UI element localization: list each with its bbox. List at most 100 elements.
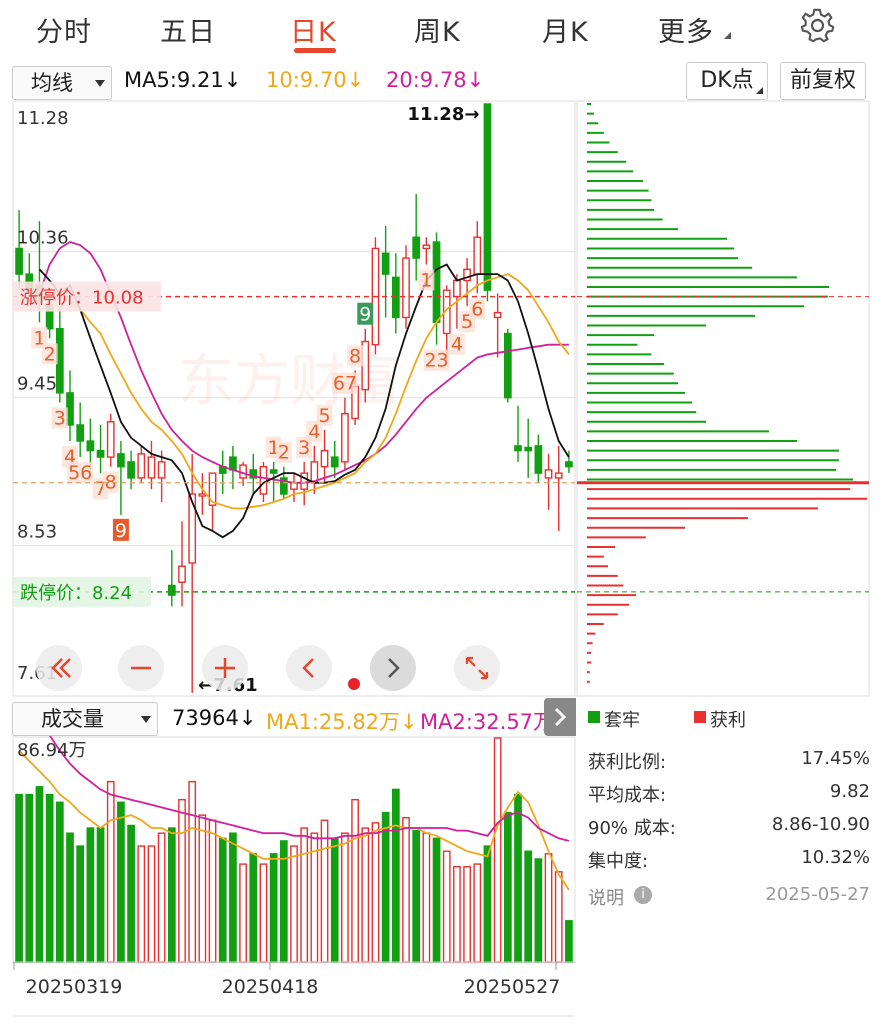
td-label-box: [112, 518, 129, 541]
tab-intraday[interactable]: 分时: [36, 17, 92, 48]
zoom-out-button[interactable]: [118, 645, 164, 691]
tab-monthly-k[interactable]: 月K: [542, 17, 589, 48]
volume-bar: [269, 853, 278, 963]
volume-bar: [66, 832, 74, 963]
date-label: 20250418: [222, 976, 319, 998]
candle-body: [565, 461, 573, 468]
volume-bar: [178, 798, 186, 963]
volume-ma2-line: [18, 703, 570, 842]
zoom-in-button[interactable]: [202, 645, 248, 691]
ma10-value: 10:9.70: [266, 68, 347, 92]
profit-ratio-label: 获利比例:: [588, 752, 667, 773]
info-icon[interactable]: i: [634, 886, 652, 904]
td-label: 4: [451, 334, 463, 356]
trapped-legend-label: 套牢: [604, 710, 640, 731]
volume-bar: [167, 827, 176, 963]
td-label-bg: [331, 372, 358, 394]
limit-up-tag: [13, 281, 161, 312]
td-label-bg: [67, 462, 94, 484]
gear-icon[interactable]: [800, 8, 836, 44]
tab-more[interactable]: 更多: [658, 17, 714, 48]
volume-frame: [12, 736, 576, 964]
period-tabs: 分时 五日 日K 周K 月K 更多: [0, 0, 882, 58]
candle-body: [412, 236, 421, 259]
trapped-legend-swatch: [588, 711, 600, 723]
cost90-label: 90% 成本:: [588, 818, 676, 839]
td-label-bg: [41, 343, 58, 365]
price-axis-label: 11.28: [17, 108, 69, 129]
volume-bar: [391, 788, 400, 963]
volume-indicator-select[interactable]: 成交量: [12, 702, 158, 736]
volume-value-legend: 73964↓: [172, 706, 256, 730]
volume-ma1-legend: MA1:25.82万↓: [266, 706, 418, 736]
legend-expand-button[interactable]: [544, 698, 576, 736]
minus-icon: [131, 666, 151, 670]
adjust-button[interactable]: 前复权: [780, 62, 866, 100]
tab-weekly-k[interactable]: 周K: [414, 17, 461, 48]
volume-select-value: 成交量: [41, 707, 104, 731]
volume-bar: [473, 863, 482, 963]
candle-body: [279, 477, 288, 495]
scroll-left-button[interactable]: [286, 645, 332, 691]
fast-back-button[interactable]: [36, 645, 82, 691]
fullscreen-button[interactable]: [454, 645, 500, 691]
volume-max-label: 86.94万: [17, 740, 87, 761]
volume-bar: [371, 822, 380, 963]
volume-bar: [127, 824, 135, 963]
volume-bar: [259, 863, 268, 963]
volume-bar: [15, 793, 23, 963]
volume-bar: [534, 858, 543, 963]
candle-body: [208, 472, 217, 506]
note-label[interactable]: 说明: [588, 888, 624, 909]
avg-cost-value: 9.82: [829, 781, 870, 802]
price-axis-label: 10.36: [17, 228, 69, 249]
concentration-value: 10.32%: [801, 847, 870, 868]
candle-body: [249, 469, 258, 479]
volume-bar: [483, 845, 492, 963]
scroll-right-button[interactable]: [370, 645, 416, 691]
td-label-bg: [306, 420, 323, 442]
volume-bar: [137, 845, 146, 963]
double-chevron-left-icon: [51, 658, 71, 678]
td-label-bg: [469, 298, 486, 320]
td-label: 3: [54, 408, 66, 430]
volume-bar: [361, 827, 370, 963]
candle-body: [178, 565, 186, 583]
volume-bar: [341, 832, 349, 963]
volume-bar: [229, 832, 237, 963]
dk-point-button[interactable]: DK点: [686, 62, 768, 100]
volume-bar: [432, 837, 441, 963]
dk-point-label: DK点: [700, 68, 754, 93]
td-label: 8: [349, 345, 361, 367]
chevron-right-icon: [388, 658, 400, 678]
candle-body: [259, 466, 268, 495]
ma5-value: MA5:9.21: [124, 68, 224, 92]
volume-bar: [453, 865, 461, 963]
candle-body: [402, 257, 410, 319]
avg-cost-label: 平均成本:: [588, 785, 667, 806]
indicator-select[interactable]: 均线: [12, 66, 112, 100]
chip-date: 2025-05-27: [765, 884, 870, 905]
td-label: 8: [105, 472, 117, 494]
volume-bar: [35, 786, 44, 963]
tab-five-day[interactable]: 五日: [160, 17, 216, 48]
volume-bar: [45, 793, 54, 963]
ma5-legend: MA5:9.21↓: [124, 68, 241, 92]
active-tab-indicator: [294, 48, 336, 53]
volume-bar: [25, 793, 34, 963]
td-label-bg: [275, 441, 292, 463]
price-frame: [12, 100, 576, 697]
price-axis-label: 8.53: [17, 521, 57, 542]
volume-value: 73964: [172, 706, 239, 730]
volume-bar: [208, 819, 217, 963]
profit-legend-label: 获利: [710, 710, 746, 731]
ma20-value: 20:9.78: [386, 68, 467, 92]
td-label: 67: [333, 373, 357, 395]
volume-bar: [514, 793, 522, 963]
candle-body: [524, 446, 533, 452]
chevron-down-icon: [141, 716, 151, 723]
volume-ma2-value: MA2:32.57万: [420, 710, 544, 734]
tab-daily-k[interactable]: 日K: [290, 17, 337, 48]
td-label-bg: [316, 404, 333, 426]
candle-body: [483, 103, 492, 291]
